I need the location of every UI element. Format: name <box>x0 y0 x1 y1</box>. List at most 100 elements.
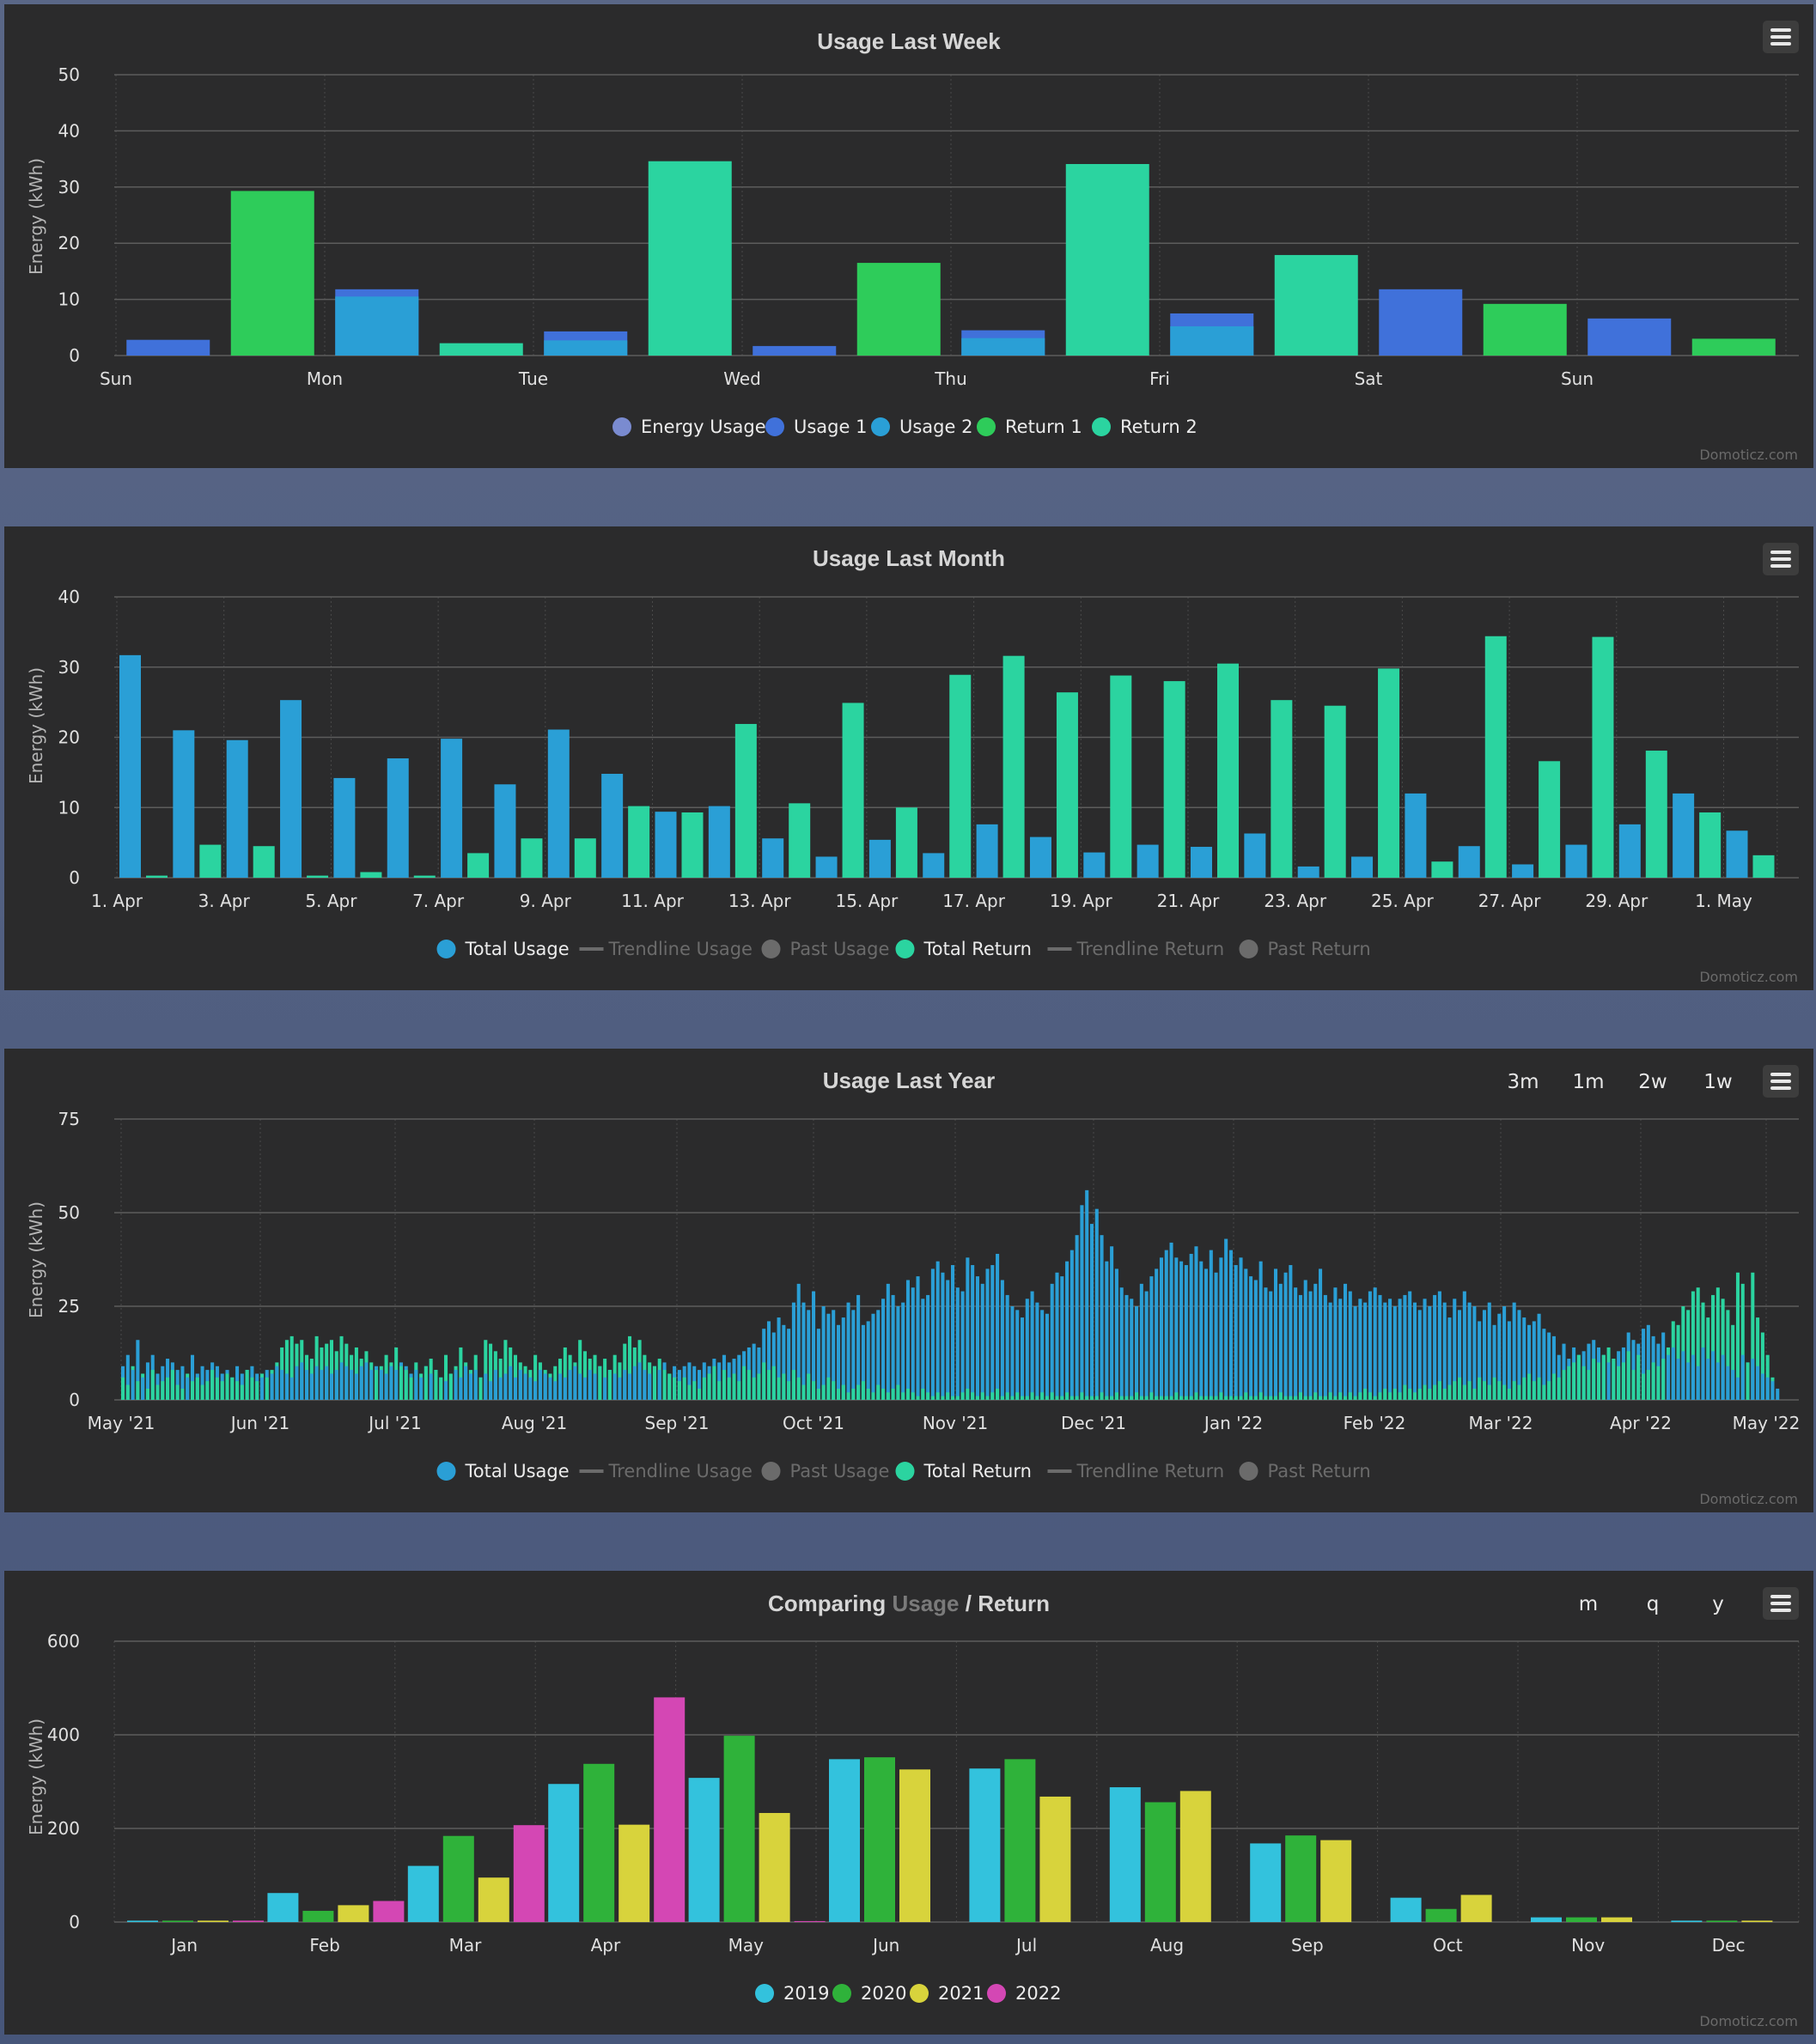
year-return-bar <box>1313 1392 1318 1400</box>
compare-2019-bar <box>969 1768 1001 1922</box>
year-legend-dot-icon <box>436 1462 456 1481</box>
month-return-bar <box>1163 681 1185 878</box>
month-x-tick-label: 7. Apr <box>412 891 465 911</box>
compare-hamburger-menu-icon[interactable] <box>1763 1587 1799 1620</box>
year-return-bar <box>1228 1396 1233 1400</box>
week-usage2-bar <box>544 340 628 356</box>
year-usage-bar <box>757 1347 761 1400</box>
week-y-tick-label: 40 <box>58 120 80 141</box>
year-return-bar <box>1159 1396 1163 1400</box>
year-return-bar <box>1144 1396 1149 1400</box>
year-return-bar <box>1065 1392 1069 1400</box>
year-usage-bar <box>1124 1294 1129 1400</box>
year-usage-bar <box>533 1381 538 1400</box>
year-usage-bar <box>812 1291 816 1400</box>
compare-x-tick-label: Feb <box>309 1935 339 1956</box>
year-return-bar <box>1522 1377 1527 1400</box>
compare-title-usage[interactable]: Usage <box>892 1591 959 1616</box>
year-usage-bar <box>1527 1324 1532 1400</box>
compare-2021-bar <box>1460 1895 1492 1922</box>
year-usage-bar <box>1417 1310 1422 1400</box>
year-usage-bar <box>1219 1257 1223 1400</box>
compare-2021-bar <box>1320 1840 1352 1922</box>
year-usage-bar <box>443 1381 448 1400</box>
year-usage-bar <box>1069 1250 1074 1400</box>
month-usage-bar <box>1726 830 1748 878</box>
range-1w-button[interactable]: 1w <box>1703 1071 1733 1093</box>
month-y-tick-label: 0 <box>69 867 80 888</box>
year-hamburger-menu-icon[interactable] <box>1763 1065 1799 1098</box>
week-usage1-bar <box>126 339 210 356</box>
week-legend-dot-icon <box>871 417 890 436</box>
year-return-bar <box>861 1381 865 1400</box>
compare-2019-bar <box>267 1893 299 1922</box>
year-return-bar <box>1080 1392 1084 1400</box>
month-return-bar <box>1217 663 1239 878</box>
year-return-bar <box>489 1343 493 1400</box>
range-q-button[interactable]: q <box>1646 1593 1660 1615</box>
year-return-bar <box>1110 1396 1114 1400</box>
year-usage-bar <box>1740 1354 1745 1400</box>
year-return-bar <box>399 1366 403 1400</box>
compare-title-return[interactable]: Return <box>978 1591 1050 1616</box>
year-return-bar <box>563 1347 567 1400</box>
year-return-bar <box>916 1396 920 1400</box>
month-usage-bar <box>333 777 356 878</box>
month-legend-label: Past Usage <box>790 939 890 959</box>
year-usage-bar <box>588 1370 592 1400</box>
year-return-bar <box>1000 1396 1004 1400</box>
year-usage-bar <box>946 1280 950 1400</box>
year-usage-bar <box>305 1370 309 1400</box>
year-usage-bar <box>414 1370 418 1400</box>
year-return-bar <box>136 1381 140 1400</box>
compare-legend-dot-icon <box>755 1984 774 2003</box>
week-return1-bar <box>1483 303 1567 356</box>
year-usage-bar <box>518 1370 522 1400</box>
week-hamburger-menu-icon[interactable] <box>1763 21 1799 53</box>
year-return-bar <box>1303 1396 1307 1400</box>
year-legend-line-icon <box>579 1469 604 1473</box>
year-return-bar <box>240 1384 244 1400</box>
month-hamburger-menu-icon[interactable] <box>1763 543 1799 575</box>
year-return-bar <box>1278 1392 1283 1400</box>
range-1m-button[interactable]: 1m <box>1572 1071 1605 1093</box>
year-return-bar <box>210 1370 215 1400</box>
year-usage-bar <box>1179 1261 1184 1400</box>
year-usage-bar <box>941 1272 945 1400</box>
year-usage-bar <box>856 1294 861 1400</box>
year-return-bar <box>1319 1396 1323 1400</box>
year-usage-bar <box>300 1362 304 1400</box>
year-usage-bar <box>1497 1313 1502 1400</box>
year-usage-bar <box>1283 1272 1288 1400</box>
year-usage-bar <box>1055 1272 1059 1400</box>
month-return-bar <box>413 875 436 878</box>
year-usage-bar <box>1482 1310 1486 1400</box>
year-panel: Usage Last Year Energy (kWh) 0 25 50 75 May … <box>4 1049 1813 1512</box>
month-chart: Usage Last Month Energy (kWh) 0 10 20 30 40 1… <box>26 545 1799 959</box>
range-3m-button[interactable]: 3m <box>1507 1071 1539 1093</box>
week-y-tick-label: 30 <box>58 177 80 198</box>
year-return-bar <box>1149 1392 1154 1400</box>
year-usage-bar <box>1228 1250 1233 1400</box>
year-return-bar <box>1537 1377 1541 1400</box>
year-return-bar <box>796 1377 801 1400</box>
year-usage-bar <box>289 1377 294 1400</box>
month-y-tick-label: 10 <box>58 797 80 818</box>
compare-title-sep: / <box>966 1591 972 1616</box>
year-x-tick-label: Apr '22 <box>1610 1413 1672 1433</box>
year-usage-bar <box>1253 1280 1258 1400</box>
year-usage-bar <box>1715 1362 1720 1400</box>
compare-2019-bar <box>1250 1843 1282 1922</box>
year-return-bar <box>1060 1396 1064 1400</box>
year-usage-bar <box>1040 1310 1045 1400</box>
year-usage-bar <box>901 1302 905 1400</box>
year-usage-bar <box>1343 1283 1348 1400</box>
year-return-bar <box>687 1384 692 1400</box>
range-2w-button[interactable]: 2w <box>1638 1071 1667 1093</box>
month-y-tick-label: 20 <box>58 727 80 748</box>
range-m-button[interactable]: m <box>1578 1593 1599 1615</box>
compare-x-tick-label: Aug <box>1150 1935 1184 1956</box>
week-x-tick-label: Sat <box>1355 368 1383 389</box>
week-y-tick-label: 0 <box>69 345 80 366</box>
range-y-button[interactable]: y <box>1712 1593 1724 1615</box>
